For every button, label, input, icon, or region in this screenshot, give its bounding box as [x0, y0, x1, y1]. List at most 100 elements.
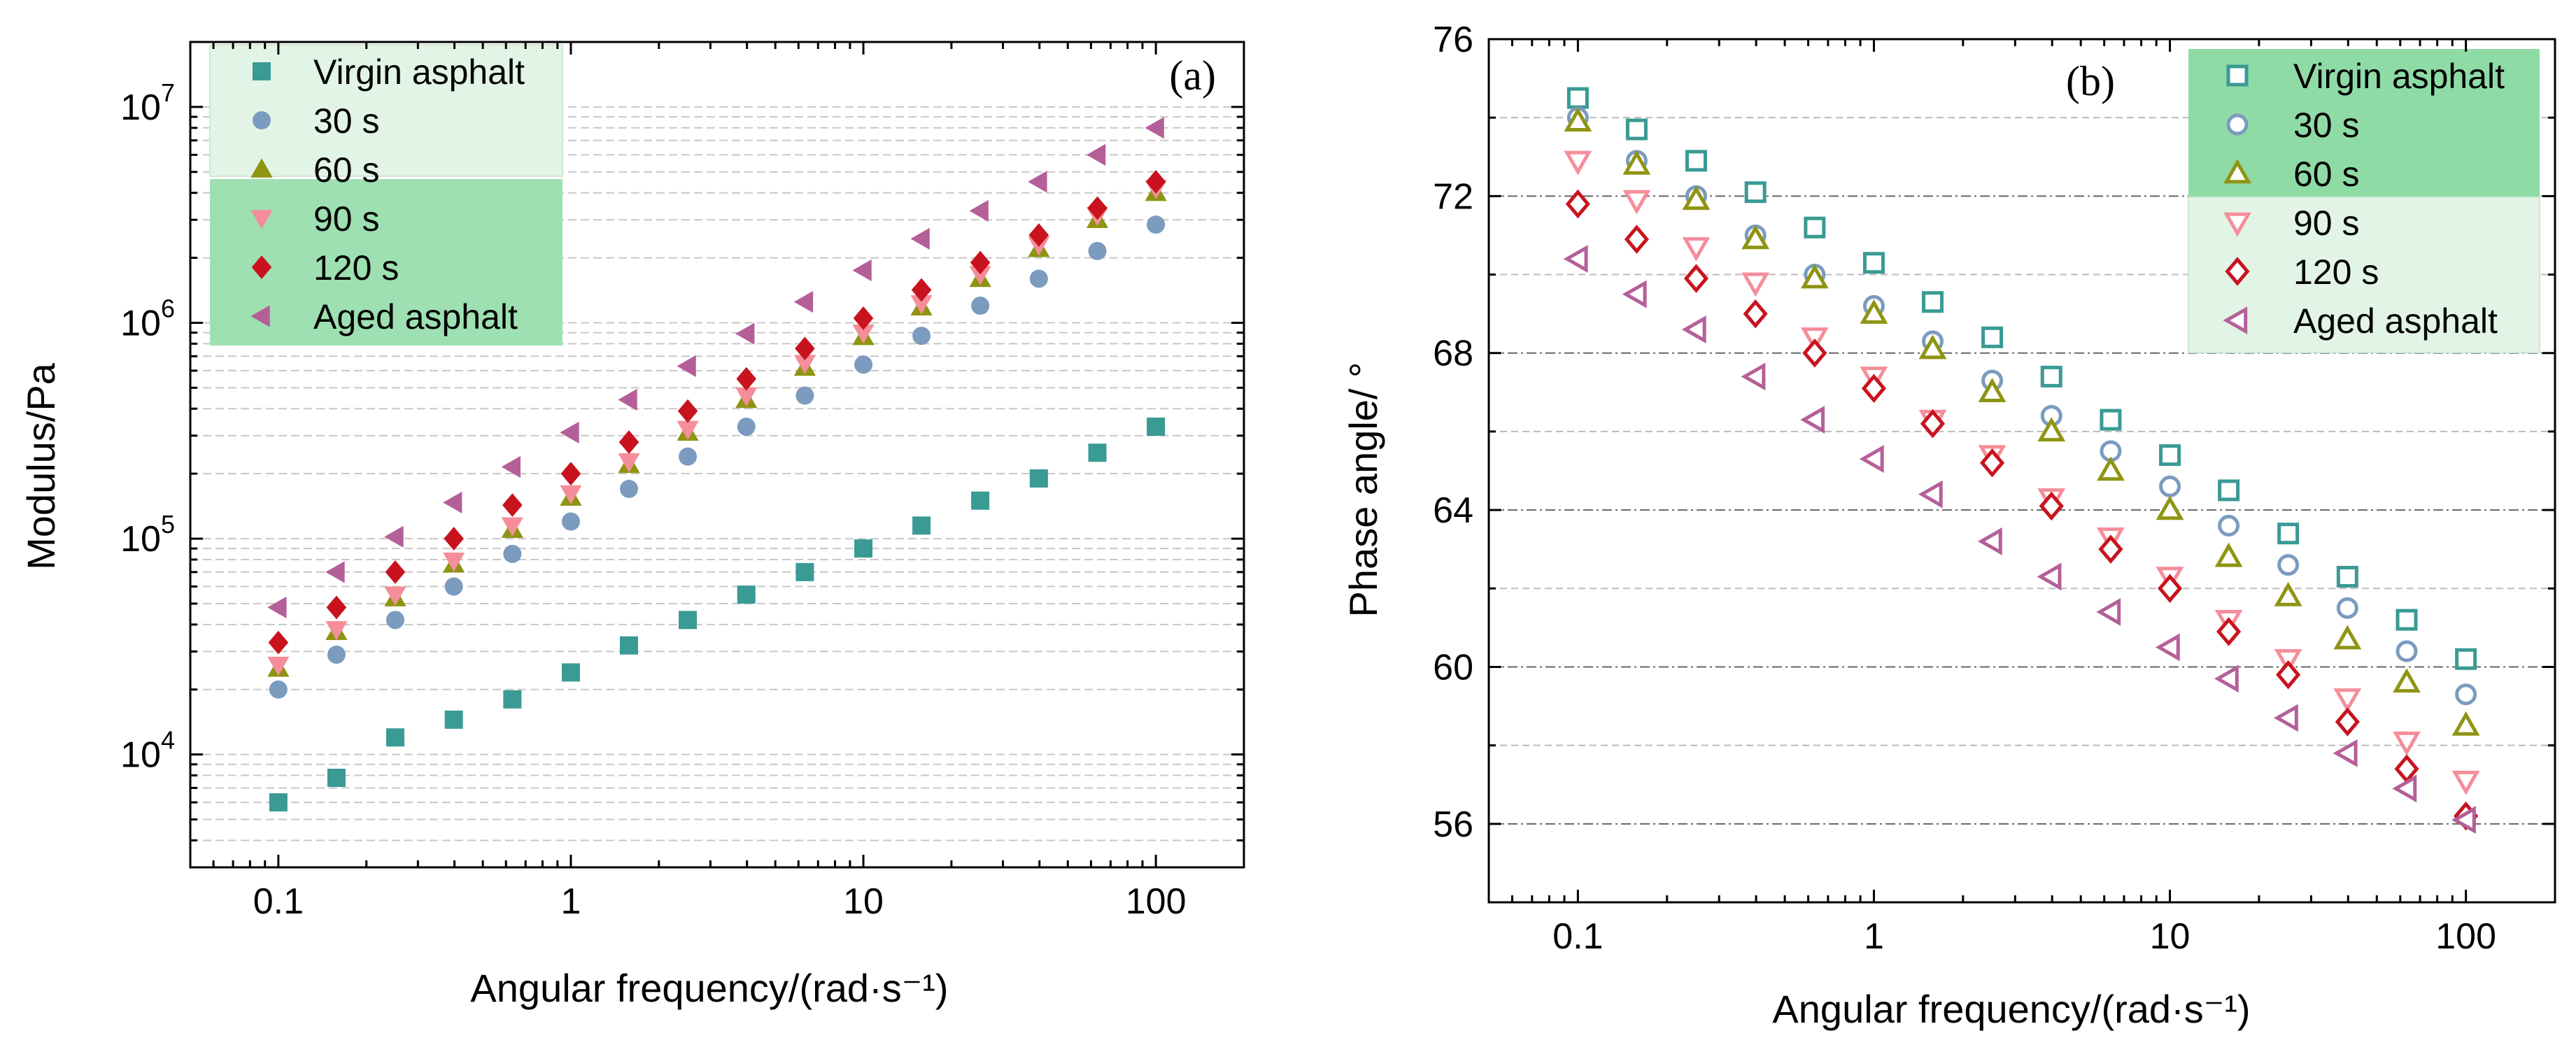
data-point	[2335, 707, 2360, 737]
x-tick-label: 1	[560, 881, 581, 922]
data-point	[325, 561, 345, 583]
panel-b-y-axis-title: Phase angle/ °	[1341, 362, 1385, 618]
data-point	[1622, 280, 1647, 308]
y-tick-exponent: 6	[161, 294, 175, 322]
data-point	[1861, 374, 1887, 403]
data-point	[384, 586, 406, 606]
data-point	[1685, 150, 1707, 172]
data-point	[2214, 542, 2243, 567]
data-point	[1741, 225, 1770, 250]
data-point	[912, 516, 931, 535]
legend-label: 120 s	[2293, 253, 2379, 292]
data-point	[2214, 664, 2239, 693]
y-tick-exponent: 7	[161, 78, 175, 107]
data-point	[1029, 469, 1048, 488]
data-point	[2455, 683, 2477, 706]
y-tick-base: 10	[120, 303, 161, 343]
data-point	[443, 552, 465, 572]
data-point	[1918, 334, 1947, 360]
data-point	[269, 680, 288, 699]
data-point	[969, 199, 989, 222]
data-point	[267, 596, 287, 619]
data-point	[795, 562, 814, 581]
panel-b-x-axis-title: Angular frequency/(rad·s⁻¹)	[1772, 987, 2250, 1031]
data-point	[2393, 731, 2421, 756]
data-point	[1086, 143, 1106, 166]
y-tick-base: 10	[120, 87, 161, 128]
y-tick-exponent: 4	[161, 726, 175, 755]
data-point	[1564, 150, 1592, 176]
data-point	[1920, 408, 1946, 439]
data-point	[970, 250, 991, 275]
data-point	[2037, 562, 2062, 591]
legend-marker	[253, 111, 271, 129]
data-point	[2216, 617, 2242, 646]
data-point	[679, 447, 698, 466]
legend-marker	[2226, 113, 2249, 136]
data-point	[2097, 456, 2125, 481]
data-point	[2040, 365, 2062, 388]
data-point	[327, 768, 346, 787]
legend-label: Virgin asphalt	[313, 52, 525, 92]
y-tick-label: 72	[1433, 176, 1473, 217]
data-point	[1981, 326, 2004, 348]
legend-label: 90 s	[313, 199, 380, 239]
data-point	[971, 297, 990, 315]
data-point	[1088, 443, 1107, 462]
data-point	[1800, 264, 1829, 289]
panel-a-y-axis-title: Modulus/Pa	[19, 362, 63, 570]
data-point	[503, 544, 522, 563]
series-120-s	[1565, 189, 2479, 831]
data-point	[1741, 362, 1766, 391]
legend-label: 120 s	[313, 248, 399, 287]
data-point	[853, 306, 874, 330]
data-point	[1979, 448, 2005, 478]
data-point	[1147, 215, 1166, 234]
data-point	[1565, 189, 1590, 219]
data-point	[501, 455, 521, 478]
data-point	[969, 266, 991, 285]
legend-label: 30 s	[2293, 106, 2360, 145]
data-point	[910, 227, 930, 250]
data-point	[2336, 597, 2358, 619]
data-point	[735, 387, 758, 407]
legend-marker	[250, 210, 273, 229]
data-point	[620, 636, 639, 655]
data-point	[2274, 581, 2302, 606]
data-point	[1087, 196, 1107, 220]
data-point	[677, 399, 698, 423]
panel-a-modulus-chart: Virgin asphalt 30 s 60 s 90 s 120 s Aged asph…	[19, 41, 1245, 1010]
data-point	[444, 710, 463, 729]
legend-marker	[2225, 257, 2250, 286]
data-point	[2277, 522, 2300, 545]
data-point	[2333, 739, 2358, 767]
data-point	[2100, 408, 2122, 431]
legend-marker	[2226, 64, 2249, 87]
data-point	[325, 621, 348, 641]
data-point	[852, 259, 872, 282]
data-point	[1625, 118, 1648, 141]
panel-b-data-points	[1563, 87, 2480, 834]
series-virgin-asphalt	[269, 418, 1166, 812]
data-point	[1028, 171, 1047, 193]
data-point	[2096, 598, 2121, 626]
data-point	[503, 690, 522, 709]
data-point	[1624, 225, 1649, 254]
data-point	[385, 728, 404, 747]
data-point	[618, 430, 639, 454]
data-point	[2159, 444, 2181, 467]
y-tick-label: 76	[1433, 20, 1473, 60]
data-point	[560, 462, 581, 486]
data-point	[1802, 338, 1827, 368]
data-point	[793, 290, 814, 313]
data-point	[618, 453, 640, 473]
y-tick-label: 105	[120, 510, 175, 560]
legend-marker	[2223, 306, 2248, 334]
data-point	[560, 485, 582, 505]
series-60-s	[1564, 107, 2480, 736]
data-point	[971, 491, 990, 510]
data-point	[560, 421, 579, 444]
data-point	[1088, 241, 1107, 260]
data-point	[2274, 704, 2298, 732]
